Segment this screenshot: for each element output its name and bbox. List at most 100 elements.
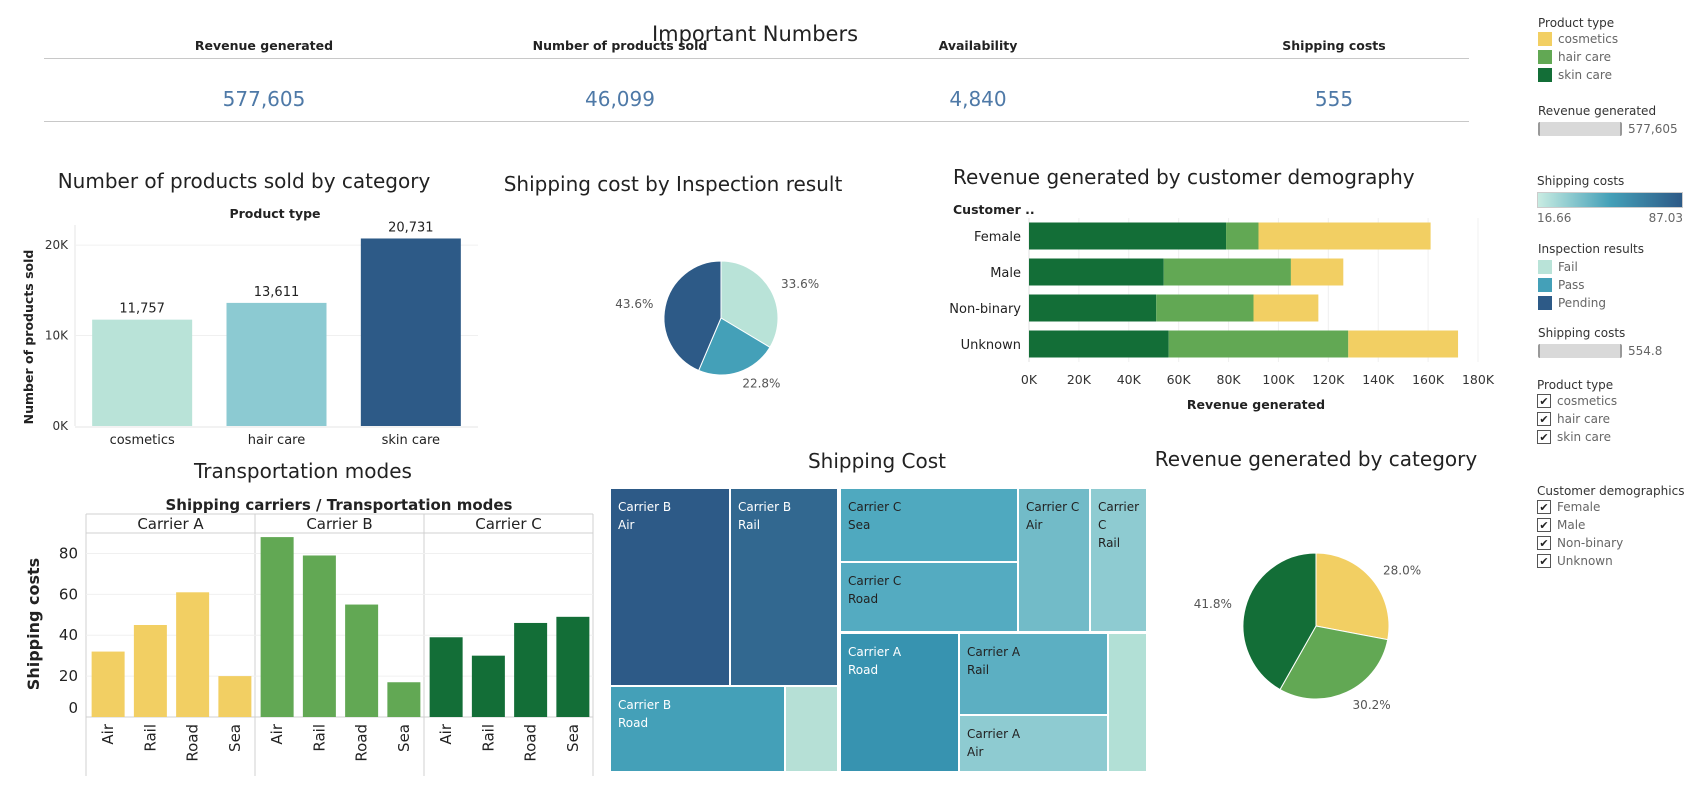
- bar-segment[interactable]: [1348, 330, 1459, 358]
- cell-label: Carrier A: [967, 727, 1021, 741]
- shipping-slider[interactable]: [1538, 344, 1622, 358]
- bar-segment[interactable]: [1226, 222, 1259, 250]
- bar[interactable]: [260, 537, 294, 717]
- bar[interactable]: [91, 651, 125, 717]
- bar-segment[interactable]: [1029, 258, 1164, 286]
- pie-slice[interactable]: [1242, 552, 1317, 691]
- checkbox[interactable]: ✔: [1537, 430, 1551, 444]
- bar[interactable]: [387, 682, 421, 717]
- bar[interactable]: [429, 637, 463, 717]
- bar-segment[interactable]: [1253, 294, 1319, 322]
- filter-checkbox-female[interactable]: ✔ Female: [1537, 498, 1684, 516]
- x-tick-label: Road: [353, 724, 371, 762]
- bar[interactable]: [176, 592, 210, 717]
- cell-label: Carrier C: [848, 500, 901, 514]
- bar[interactable]: [514, 622, 548, 717]
- pie-slice[interactable]: [1315, 552, 1390, 641]
- checkbox[interactable]: ✔: [1537, 554, 1551, 568]
- x-tick-label: skin care: [382, 433, 440, 448]
- kpi-label: Number of products sold: [532, 38, 708, 53]
- treemap-cell[interactable]: [611, 687, 784, 771]
- treemap-cell[interactable]: [1019, 489, 1089, 631]
- treemap-cell[interactable]: [611, 489, 729, 685]
- bar[interactable]: [360, 238, 461, 426]
- pie-slice[interactable]: [1279, 625, 1389, 700]
- chart-title: Shipping Cost: [808, 449, 946, 473]
- kpi-label: Revenue generated: [194, 38, 334, 53]
- x-tick-label: Sea: [564, 724, 582, 752]
- bar-segment[interactable]: [1029, 330, 1169, 358]
- bar[interactable]: [133, 625, 167, 717]
- legend-title: Shipping costs: [1538, 326, 1626, 340]
- filter-checkbox-skin-care[interactable]: ✔ skin care: [1537, 428, 1617, 446]
- y-tick-label: Female: [974, 230, 1021, 245]
- treemap-cell[interactable]: [841, 489, 1017, 561]
- treemap-cell[interactable]: [841, 634, 958, 771]
- bar-segment[interactable]: [1290, 258, 1344, 286]
- bar-segment[interactable]: [1156, 294, 1254, 322]
- checkbox-label: hair care: [1557, 412, 1611, 426]
- bar-segment[interactable]: [1258, 222, 1431, 250]
- filter-checkbox-cosmetics[interactable]: ✔ cosmetics: [1537, 392, 1617, 410]
- checkbox[interactable]: ✔: [1537, 536, 1551, 550]
- treemap-cell[interactable]: [841, 563, 1017, 631]
- bar-segment[interactable]: [1168, 330, 1349, 358]
- checkbox[interactable]: ✔: [1537, 394, 1551, 408]
- x-tick-label: Rail: [479, 724, 497, 752]
- legend-item-hair-care[interactable]: hair care: [1538, 48, 1618, 66]
- bar-segment[interactable]: [1163, 258, 1291, 286]
- kpi-value: 4,840: [949, 87, 1007, 111]
- x-tick-label: Air: [99, 723, 117, 744]
- transportation-chart: Transportation modes Shipping carriers /…: [24, 459, 594, 776]
- legend-item-pending[interactable]: Pending: [1538, 294, 1644, 312]
- bar[interactable]: [345, 604, 379, 717]
- pie-slice[interactable]: [720, 260, 779, 349]
- bar[interactable]: [471, 655, 505, 717]
- x-tick-label: Rail: [141, 724, 159, 752]
- treemap-cell[interactable]: [960, 634, 1107, 714]
- treemap-cell[interactable]: [960, 716, 1107, 771]
- checkbox[interactable]: ✔: [1537, 412, 1551, 426]
- legend-item-pass[interactable]: Pass: [1538, 276, 1644, 294]
- legend-item-fail[interactable]: Fail: [1538, 258, 1644, 276]
- cell-label: Sea: [848, 518, 870, 532]
- legend-label: hair care: [1558, 50, 1612, 64]
- pie-slice[interactable]: [698, 317, 771, 376]
- x-tick-label: 100K: [1262, 372, 1295, 387]
- filter-checkbox-unknown[interactable]: ✔ Unknown: [1537, 552, 1684, 570]
- bar[interactable]: [92, 319, 193, 426]
- chart-title: Revenue generated by category: [1155, 447, 1478, 471]
- bar[interactable]: [226, 302, 327, 426]
- checkbox[interactable]: ✔: [1537, 518, 1551, 532]
- checkbox-label: Female: [1557, 500, 1601, 514]
- chart-header: Shipping carriers / Transportation modes: [166, 496, 513, 514]
- panel-header: Carrier C: [475, 515, 542, 533]
- bar[interactable]: [218, 676, 252, 717]
- cell-label: Road: [848, 592, 878, 606]
- bar-segment[interactable]: [1029, 294, 1157, 322]
- legend-item-skin-care[interactable]: skin care: [1538, 66, 1618, 84]
- bar[interactable]: [302, 555, 336, 717]
- checkbox-label: cosmetics: [1557, 394, 1618, 408]
- filter-checkbox-hair-care[interactable]: ✔ hair care: [1537, 410, 1617, 428]
- treemap-cell[interactable]: [731, 489, 837, 685]
- treemap-cell[interactable]: [1109, 634, 1146, 771]
- bar-segment[interactable]: [1029, 222, 1227, 250]
- x-tick-label: Road: [184, 724, 202, 762]
- slice-label: 22.8%: [742, 377, 780, 391]
- x-tick-label: 80K: [1217, 372, 1242, 387]
- slice-label: 28.0%: [1383, 564, 1421, 578]
- y-tick-label: 20: [59, 667, 78, 685]
- checkbox[interactable]: ✔: [1537, 500, 1551, 514]
- legend-item-cosmetics[interactable]: cosmetics: [1538, 30, 1618, 48]
- filter-checkbox-male[interactable]: ✔ Male: [1537, 516, 1684, 534]
- revenue-slider[interactable]: [1538, 122, 1622, 136]
- treemap-cell[interactable]: [786, 687, 837, 771]
- swatch: [1538, 260, 1552, 274]
- pie-slice[interactable]: [663, 260, 722, 372]
- filter-checkbox-non-binary[interactable]: ✔ Non-binary: [1537, 534, 1684, 552]
- x-tick-label: 60K: [1167, 372, 1192, 387]
- bar[interactable]: [556, 616, 590, 717]
- chart-header: Customer ..: [953, 202, 1035, 217]
- treemap-cell[interactable]: [1091, 489, 1146, 631]
